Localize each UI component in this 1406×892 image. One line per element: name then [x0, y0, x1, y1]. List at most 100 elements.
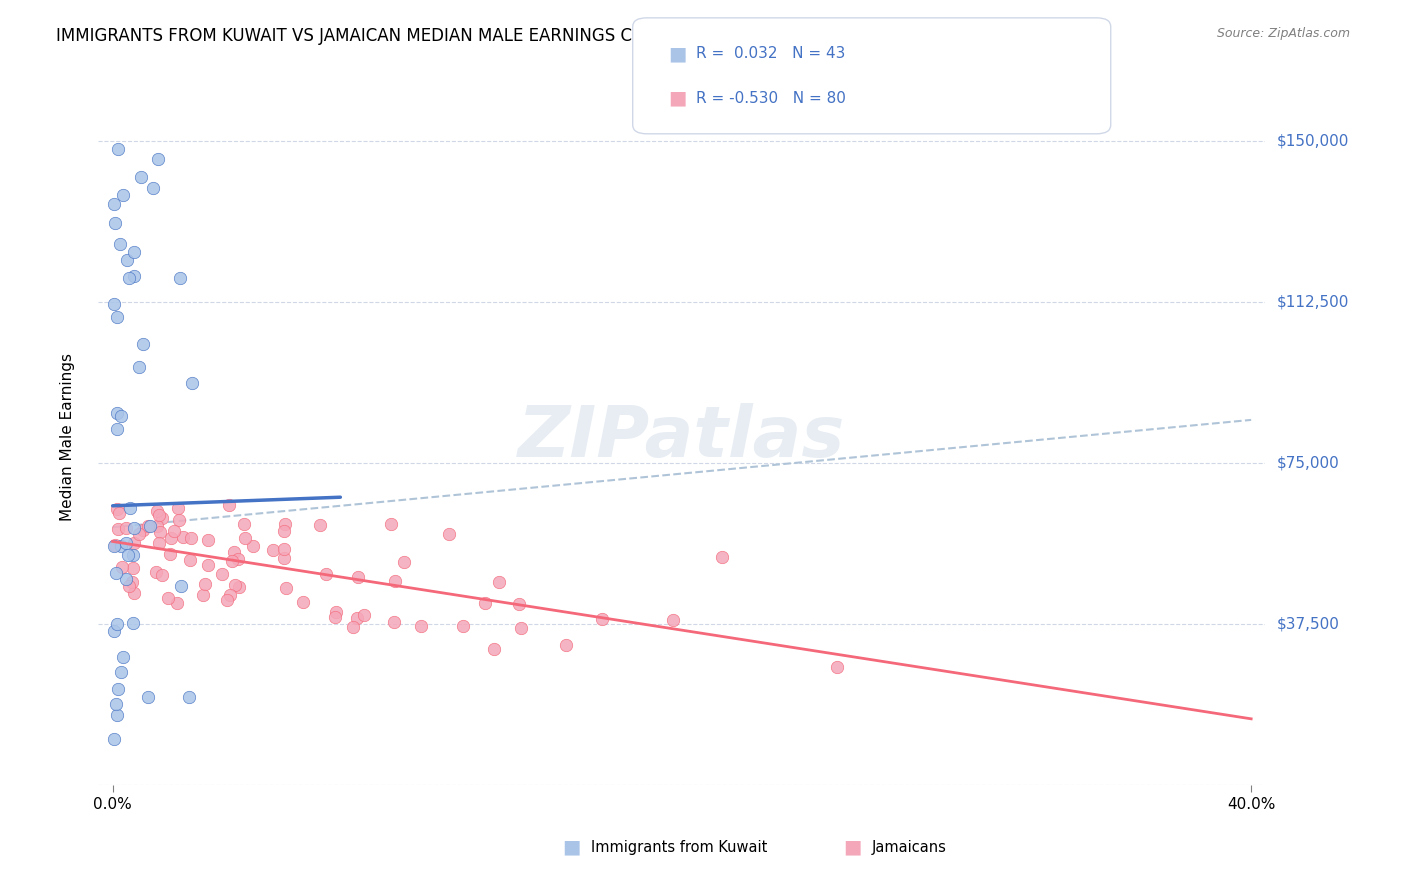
- Text: ZIPatlas: ZIPatlas: [519, 402, 845, 472]
- Point: [474, 596, 496, 610]
- Point: [169, 271, 191, 285]
- Point: [139, 519, 162, 533]
- Point: [273, 524, 295, 538]
- Point: [112, 188, 135, 202]
- Point: [167, 501, 190, 516]
- Point: [219, 588, 242, 602]
- Text: R = -0.530   N = 80: R = -0.530 N = 80: [696, 91, 846, 105]
- Point: [274, 581, 297, 595]
- Point: [104, 697, 127, 711]
- Point: [218, 498, 240, 512]
- Point: [555, 638, 578, 652]
- Point: [150, 511, 173, 525]
- Point: [111, 559, 134, 574]
- Point: [315, 566, 337, 581]
- Point: [274, 516, 297, 531]
- Point: [180, 532, 202, 546]
- Point: [105, 617, 128, 632]
- Point: [148, 535, 170, 549]
- Point: [103, 540, 125, 554]
- Point: [166, 596, 188, 610]
- Point: [827, 659, 849, 673]
- Text: ■: ■: [668, 88, 686, 108]
- Point: [217, 593, 239, 607]
- Point: [224, 578, 246, 592]
- Point: [159, 547, 181, 561]
- Point: [115, 536, 138, 550]
- Y-axis label: Median Male Earnings: Median Male Earnings: [60, 353, 75, 521]
- Point: [118, 579, 141, 593]
- Point: [105, 566, 128, 580]
- Text: R =  0.032   N = 43: R = 0.032 N = 43: [696, 46, 845, 61]
- Point: [110, 236, 132, 251]
- Text: Immigrants from Kuwait: Immigrants from Kuwait: [591, 840, 766, 855]
- Point: [163, 524, 186, 538]
- Text: $112,500: $112,500: [1277, 294, 1348, 310]
- Point: [112, 650, 135, 665]
- Point: [233, 531, 256, 545]
- Point: [110, 540, 132, 554]
- Point: [105, 707, 128, 722]
- Point: [409, 619, 432, 633]
- Point: [222, 545, 245, 559]
- Point: [221, 554, 243, 568]
- Point: [146, 504, 169, 518]
- Text: Source: ZipAtlas.com: Source: ZipAtlas.com: [1216, 27, 1350, 40]
- Point: [121, 574, 143, 589]
- Point: [262, 542, 284, 557]
- Point: [107, 522, 129, 536]
- Point: [148, 152, 170, 166]
- Point: [228, 580, 250, 594]
- Text: IMMIGRANTS FROM KUWAIT VS JAMAICAN MEDIAN MALE EARNINGS CORRELATION CHART: IMMIGRANTS FROM KUWAIT VS JAMAICAN MEDIA…: [56, 27, 800, 45]
- Point: [122, 244, 145, 259]
- Point: [488, 574, 510, 589]
- Point: [122, 548, 145, 562]
- Text: $37,500: $37,500: [1277, 616, 1340, 632]
- Point: [105, 406, 128, 420]
- Text: Jamaicans: Jamaicans: [872, 840, 946, 855]
- Point: [114, 572, 136, 586]
- Point: [103, 624, 125, 638]
- Point: [309, 518, 332, 533]
- Point: [117, 548, 139, 562]
- Point: [103, 197, 125, 211]
- Point: [104, 216, 127, 230]
- Point: [342, 619, 364, 633]
- Point: [508, 597, 530, 611]
- Point: [242, 539, 264, 553]
- Point: [346, 570, 368, 584]
- Point: [509, 621, 531, 635]
- Point: [124, 586, 146, 600]
- Point: [439, 527, 461, 541]
- Point: [128, 360, 150, 375]
- Point: [136, 519, 159, 533]
- Point: [211, 566, 233, 581]
- Point: [662, 613, 685, 627]
- Point: [169, 513, 191, 527]
- Point: [170, 579, 193, 593]
- Point: [591, 611, 613, 625]
- Point: [157, 591, 180, 606]
- Point: [197, 558, 219, 572]
- Point: [118, 501, 141, 516]
- Point: [273, 541, 295, 556]
- Point: [191, 588, 214, 602]
- Point: [128, 526, 150, 541]
- Point: [346, 611, 368, 625]
- Point: [115, 252, 138, 267]
- Point: [145, 565, 167, 579]
- Point: [150, 567, 173, 582]
- Point: [226, 552, 249, 566]
- Point: [380, 517, 402, 532]
- Point: [131, 336, 153, 351]
- Point: [131, 523, 153, 537]
- Point: [121, 561, 143, 575]
- Point: [110, 665, 132, 680]
- Point: [451, 619, 474, 633]
- Point: [122, 520, 145, 534]
- Point: [179, 690, 201, 705]
- Point: [108, 506, 131, 520]
- Point: [136, 690, 159, 705]
- Point: [104, 538, 127, 552]
- Point: [325, 605, 347, 619]
